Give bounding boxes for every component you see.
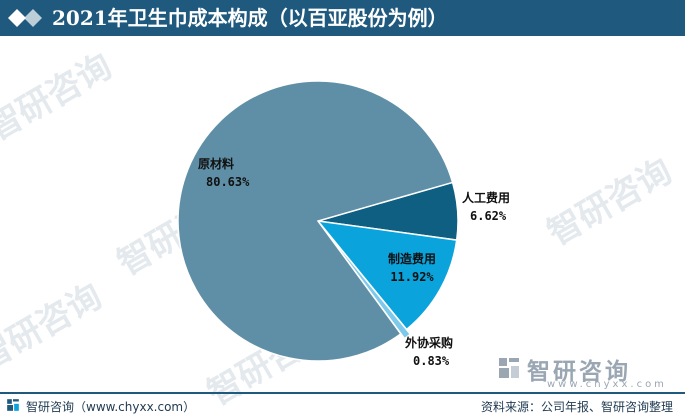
slice-value-label: 80.63% [206, 175, 250, 189]
corner-logo: 智研咨询 www.chyxx.com [497, 354, 667, 390]
footer-data-source: 资料来源：公司年报、智研咨询整理 [480, 400, 673, 414]
slice-value-label: 6.62% [470, 209, 507, 223]
slice-value-label: 11.92% [390, 270, 434, 284]
slice-name-label: 原材料 [198, 156, 234, 171]
diamond-icon [8, 9, 42, 27]
corner-logo-url: www.chyxx.com [547, 379, 667, 390]
header-bar: 2021年卫生巾成本构成（以百亚股份为例） [0, 0, 685, 36]
slice-name-label: 制造费用 [388, 251, 436, 266]
brand-logo-icon [499, 358, 519, 378]
slice-name-label: 人工费用 [462, 190, 510, 205]
page-title: 2021年卫生巾成本构成（以百亚股份为例） [52, 6, 448, 30]
slice-name-label: 外协采购 [405, 335, 453, 350]
pie-slice [316, 219, 458, 331]
footer: 智研咨询（www.chyxx.com） 资料来源：公司年报、智研咨询整理 [0, 394, 685, 418]
pie-slice [321, 225, 412, 340]
footer-divider [0, 392, 685, 394]
slice-value-label: 0.83% [413, 354, 450, 368]
brand-logo-icon [7, 399, 19, 411]
corner-logo-name: 智研咨询 [527, 359, 631, 385]
pie-slice [177, 80, 454, 362]
footer-source-site: 智研咨询（www.chyxx.com） [26, 400, 196, 414]
pie-chart: 人工费用 6.62% 制造费用 11.92% 外协采购 0.83% 原材料 80.63% [177, 80, 510, 368]
